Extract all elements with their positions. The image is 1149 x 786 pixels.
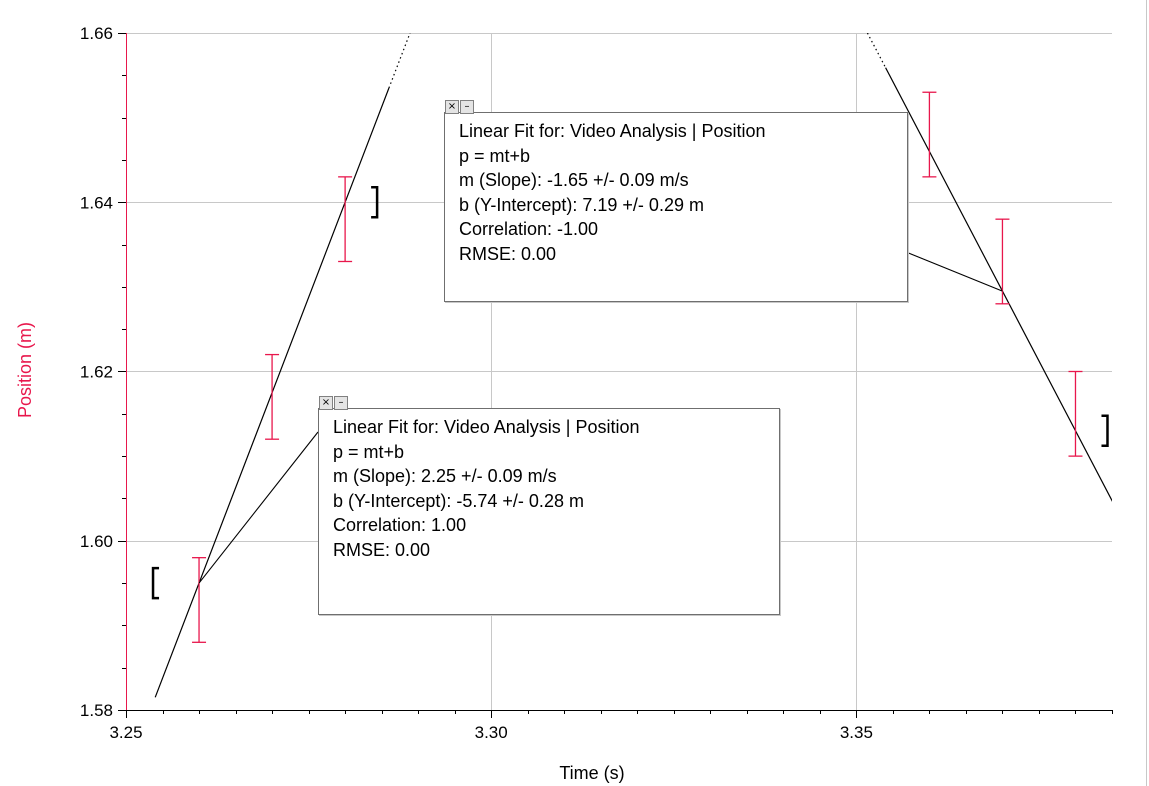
data-point xyxy=(192,557,207,643)
x-tick-label: 3.35 xyxy=(840,723,873,742)
y-tick-label: 1.64 xyxy=(80,193,113,212)
fit-extrapolation-1 xyxy=(388,33,411,89)
data-point xyxy=(995,218,1010,305)
y-tick-label: 1.66 xyxy=(80,24,113,43)
fit-annotation-box[interactable]: × – Linear Fit for: Video Analysis | Pos… xyxy=(318,396,780,615)
fit-range-end-bracket xyxy=(371,186,379,219)
axes xyxy=(126,33,1112,711)
fit-range-start-bracket xyxy=(151,566,160,600)
fit-title: Linear Fit for: Video Analysis | Positio… xyxy=(333,417,640,437)
minimize-icon[interactable]: – xyxy=(460,100,474,114)
x-tick-label: 3.25 xyxy=(109,723,142,742)
fit-correlation: Correlation: 1.00 xyxy=(333,515,467,535)
fit-rmse: RMSE: 0.00 xyxy=(459,243,557,264)
data-points xyxy=(192,91,1083,643)
fit-box-controls: × – xyxy=(445,100,475,114)
fit-rmse: RMSE: 0.00 xyxy=(333,539,431,560)
close-icon[interactable]: × xyxy=(319,396,333,410)
fit-leader-lines xyxy=(198,251,1003,584)
fit-range-end-bracket xyxy=(1101,414,1109,447)
y-tick-label: 1.58 xyxy=(80,701,113,720)
close-icon[interactable]: × xyxy=(445,100,459,114)
fit-correlation: Correlation: -1.00 xyxy=(459,219,599,239)
fit-slope: m (Slope): -1.65 +/- 0.09 m/s xyxy=(459,170,689,190)
x-tick-label: 3.30 xyxy=(475,723,508,742)
x-axis-title: Time (s) xyxy=(559,763,624,783)
y-axis-ticks: 1.58 1.60 1.62 1.64 1.66 xyxy=(80,24,126,720)
minimize-icon[interactable]: – xyxy=(334,396,348,410)
fit-leader-line xyxy=(198,431,319,584)
y-tick-label: 1.62 xyxy=(80,363,113,382)
fit-title: Linear Fit for: Video Analysis | Positio… xyxy=(459,121,766,141)
data-point xyxy=(265,353,280,440)
data-point xyxy=(1068,370,1083,457)
fit-equation: p = mt+b xyxy=(333,441,405,462)
fit-box-controls: × – xyxy=(319,396,349,410)
fit-equation: p = mt+b xyxy=(459,145,531,166)
fit-intercept: b (Y-Intercept): 7.19 +/- 0.29 m xyxy=(459,194,704,215)
data-point xyxy=(338,176,353,263)
fit-leader-line xyxy=(905,251,1003,292)
fit-slope: m (Slope): 2.25 +/- 0.09 m/s xyxy=(333,466,557,486)
y-tick-label: 1.60 xyxy=(80,532,113,551)
y-axis-title: Position (m) xyxy=(15,322,35,418)
data-point xyxy=(922,91,937,178)
fit-annotation-box[interactable]: × – Linear Fit for: Video Analysis | Pos… xyxy=(444,100,908,302)
x-axis-ticks: 3.25 3.30 3.35 xyxy=(109,710,1113,742)
fit-intercept: b (Y-Intercept): -5.74 +/- 0.28 m xyxy=(333,490,584,511)
fit-extrapolation-2 xyxy=(866,33,887,68)
